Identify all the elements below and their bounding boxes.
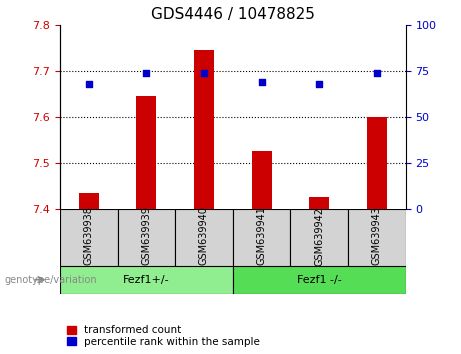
Text: GSM639940: GSM639940 — [199, 207, 209, 266]
Point — [85, 81, 92, 86]
Bar — [233, 209, 290, 266]
Text: Fezf1 -/-: Fezf1 -/- — [297, 275, 342, 285]
Point — [373, 70, 381, 75]
Bar — [233, 266, 406, 294]
Bar — [290, 209, 348, 266]
Text: GSM639942: GSM639942 — [314, 206, 324, 266]
Legend: transformed count, percentile rank within the sample: transformed count, percentile rank withi… — [65, 323, 262, 349]
Bar — [194, 50, 214, 209]
Text: GSM639941: GSM639941 — [257, 207, 266, 266]
Point — [315, 81, 323, 86]
Bar — [348, 209, 406, 266]
Bar — [309, 198, 329, 209]
Bar — [367, 117, 387, 209]
Bar — [79, 193, 99, 209]
Title: GDS4446 / 10478825: GDS4446 / 10478825 — [151, 7, 315, 22]
Text: genotype/variation: genotype/variation — [5, 275, 97, 285]
Text: GSM639938: GSM639938 — [84, 207, 94, 266]
Text: GSM639939: GSM639939 — [142, 207, 151, 266]
Point — [200, 70, 207, 75]
Text: GSM639943: GSM639943 — [372, 207, 382, 266]
Bar — [252, 152, 272, 209]
Bar — [175, 209, 233, 266]
Bar — [60, 266, 233, 294]
Point — [258, 79, 266, 85]
Bar — [118, 209, 175, 266]
Point — [142, 70, 150, 75]
Text: Fezf1+/-: Fezf1+/- — [123, 275, 170, 285]
Bar — [60, 209, 118, 266]
Bar — [136, 96, 156, 209]
